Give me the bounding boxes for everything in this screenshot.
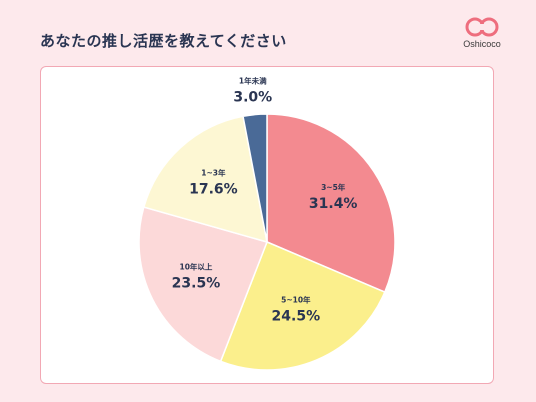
slice-value-label: 31.4% [309,196,358,212]
slice-category-label: 1年未満 [239,76,267,86]
pie-slice [242,113,268,243]
slice-value-label: 3.0% [233,90,272,106]
slice-category-label: 1~3年 [201,167,226,177]
pie-slice [266,113,396,294]
slice-value-label: 23.5% [172,275,221,291]
pie-slice [219,241,386,371]
page-title: あなたの推し活歴を教えてください [40,32,287,50]
oshicoco-logo-icon [465,17,499,37]
slice-category-label: 3~5年 [321,182,346,192]
slice-category-label: 10年以上 [179,261,212,271]
brand-name: Oshicoco [463,39,501,49]
slice-category-label: 5~10年 [281,294,311,304]
pie-slice [138,206,268,363]
pie-slice [142,115,268,244]
slice-value-label: 17.6% [189,181,238,197]
brand-logo: Oshicoco [454,16,510,49]
slice-value-label: 24.5% [272,308,321,324]
